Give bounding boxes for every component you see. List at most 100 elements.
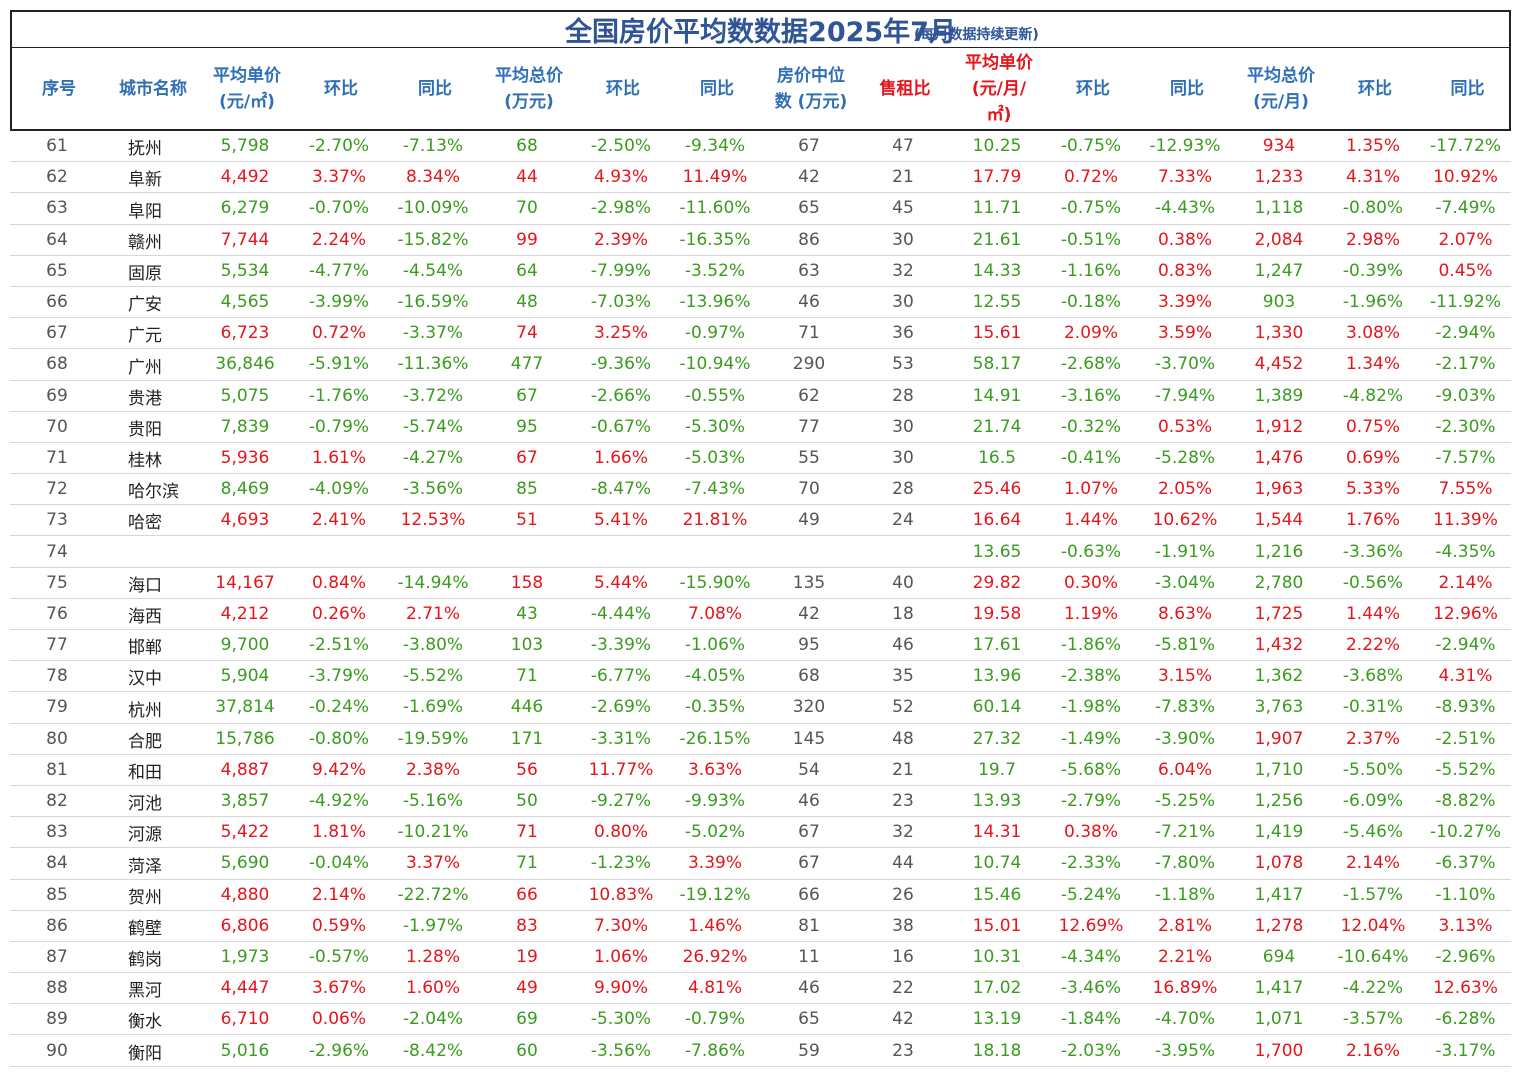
row-index: 70 [46, 416, 68, 437]
data-cell: -1.86% [1060, 635, 1122, 656]
table-row: 61 抚州 5,798 -2.70% -7.13% 68 -2.50% -9.34% 67 47 1… [10, 131, 1511, 163]
data-cell: 3,857 [220, 791, 270, 812]
data-cell: 71 [516, 666, 538, 687]
data-cell: 44 [892, 853, 914, 874]
data-cell: 19.58 [972, 603, 1022, 624]
data-cell: 1.81% [311, 822, 366, 843]
data-cell: 68 [516, 136, 538, 157]
data-cell: 1.28% [405, 946, 460, 967]
data-cell: 29.82 [972, 572, 1022, 593]
data-cell: 58.17 [972, 354, 1022, 375]
data-cell: 2.21% [1157, 946, 1212, 967]
table-row: 65 固原 5,534 -4.77% -4.54% 64 -7.99% -3.52% 63 32 1… [10, 256, 1511, 287]
data-cell: 1,247 [1254, 260, 1304, 281]
row-index: 88 [46, 978, 68, 999]
data-cell: 21 [892, 167, 914, 188]
data-cell [762, 536, 856, 566]
data-cell: -1.91% [1154, 541, 1216, 562]
data-cell: 3.15% [1157, 666, 1212, 687]
data-cell: -2.70% [308, 136, 370, 157]
city-name: 抚州 [128, 139, 162, 160]
data-cell: 4,565 [220, 292, 270, 313]
data-cell: 63 [798, 260, 820, 281]
data-cell: -4.44% [590, 603, 652, 624]
data-cell: 18 [892, 603, 914, 624]
column-header: 平均总价 (元/月) [1247, 65, 1315, 112]
column-header: 环比 [324, 78, 358, 99]
data-cell: 4,447 [220, 978, 270, 999]
row-index: 79 [46, 697, 68, 718]
data-cell: -0.31% [1342, 697, 1404, 718]
data-cell: 1,362 [1254, 666, 1304, 687]
table-row: 64 赣州 7,744 2.24% -15.82% 99 2.39% -16.35% 86 30 2… [10, 225, 1511, 256]
data-cell: -3.37% [402, 323, 464, 344]
data-cell: 5,534 [220, 260, 270, 281]
data-cell: 158 [510, 572, 544, 593]
data-cell: 2.16% [1345, 1040, 1400, 1061]
table-row: 72 哈尔滨 8,469 -4.09% -3.56% 85 -8.47% -7.43% 70 28… [10, 474, 1511, 506]
data-cell: 1,963 [1254, 479, 1304, 500]
table-row: 71 桂林 5,936 1.61% -4.27% 67 1.66% -5.03% 55 30 16.… [10, 443, 1511, 475]
data-cell: 48 [892, 728, 914, 749]
city-name: 固原 [128, 263, 162, 284]
data-cell [856, 536, 950, 566]
data-cell: 3.67% [311, 978, 366, 999]
data-cell: 7.33% [1157, 167, 1212, 188]
data-cell: 30 [892, 447, 914, 468]
row-index: 78 [46, 666, 68, 687]
table-row: 80 合肥 15,786 -0.80% -19.59% 171 -3.31% -26.15% 1… [10, 724, 1511, 755]
data-cell: 1.66% [593, 447, 648, 468]
data-cell: 67 [798, 853, 820, 874]
data-cell: 14.33 [972, 260, 1022, 281]
row-index: 74 [46, 541, 68, 562]
data-cell: 44 [516, 167, 538, 188]
data-cell: 35 [892, 666, 914, 687]
data-cell: 2.14% [311, 884, 366, 905]
data-cell: 1,419 [1254, 822, 1304, 843]
data-cell: 5,690 [220, 853, 270, 874]
data-cell: -6.37% [1435, 853, 1496, 874]
data-cell: -3.46% [1060, 978, 1122, 999]
city-name: 广安 [128, 295, 162, 316]
data-cell: 6,279 [220, 198, 270, 219]
data-cell: -2.96% [1435, 946, 1496, 967]
data-cell: 15.01 [972, 915, 1022, 936]
data-cell: -1.06% [684, 635, 746, 656]
data-cell: 8,469 [220, 479, 270, 500]
data-cell: 12.53% [400, 510, 466, 531]
data-cell: 14,167 [215, 572, 275, 593]
data-cell: 19.7 [978, 759, 1016, 780]
data-cell: -3.36% [1342, 541, 1404, 562]
data-cell: 1.61% [311, 447, 366, 468]
data-cell: 2.09% [1063, 323, 1118, 344]
data-cell: 21 [892, 759, 914, 780]
data-cell: -9.03% [1435, 385, 1496, 406]
data-cell: 42 [892, 1009, 914, 1030]
data-cell: 1.76% [1345, 510, 1400, 531]
table-row: 76 海西 4,212 0.26% 2.71% 43 -4.44% 7.08% 42 18 19.5… [10, 599, 1511, 630]
data-cell: 2.98% [1345, 229, 1400, 250]
data-cell: 56 [516, 759, 538, 780]
data-cell: 67 [798, 822, 820, 843]
data-cell: 37,814 [215, 697, 275, 718]
data-cell: -3.68% [1342, 666, 1404, 687]
data-cell: 15.61 [972, 323, 1022, 344]
data-cell: 45 [892, 198, 914, 219]
data-cell: -0.56% [1342, 572, 1404, 593]
row-index: 81 [46, 759, 68, 780]
data-cell: 13.93 [972, 791, 1022, 812]
city-name: 衡阳 [128, 1043, 162, 1064]
column-header: 平均单价 (元/月/ ㎡) [965, 52, 1033, 125]
data-cell: 2.14% [1438, 572, 1493, 593]
data-cell: 1,233 [1254, 167, 1304, 188]
city-name: 哈尔滨 [128, 482, 179, 503]
data-cell: 5.44% [593, 572, 648, 593]
data-cell: 0.83% [1157, 260, 1212, 281]
data-cell: -2.51% [308, 635, 370, 656]
row-index: 80 [46, 728, 68, 749]
city-name: 赣州 [128, 232, 162, 253]
data-cell: 1,725 [1254, 603, 1304, 624]
data-cell: -3.57% [1342, 1009, 1404, 1030]
data-cell: -0.18% [1060, 292, 1122, 313]
data-cell: 50 [516, 791, 538, 812]
